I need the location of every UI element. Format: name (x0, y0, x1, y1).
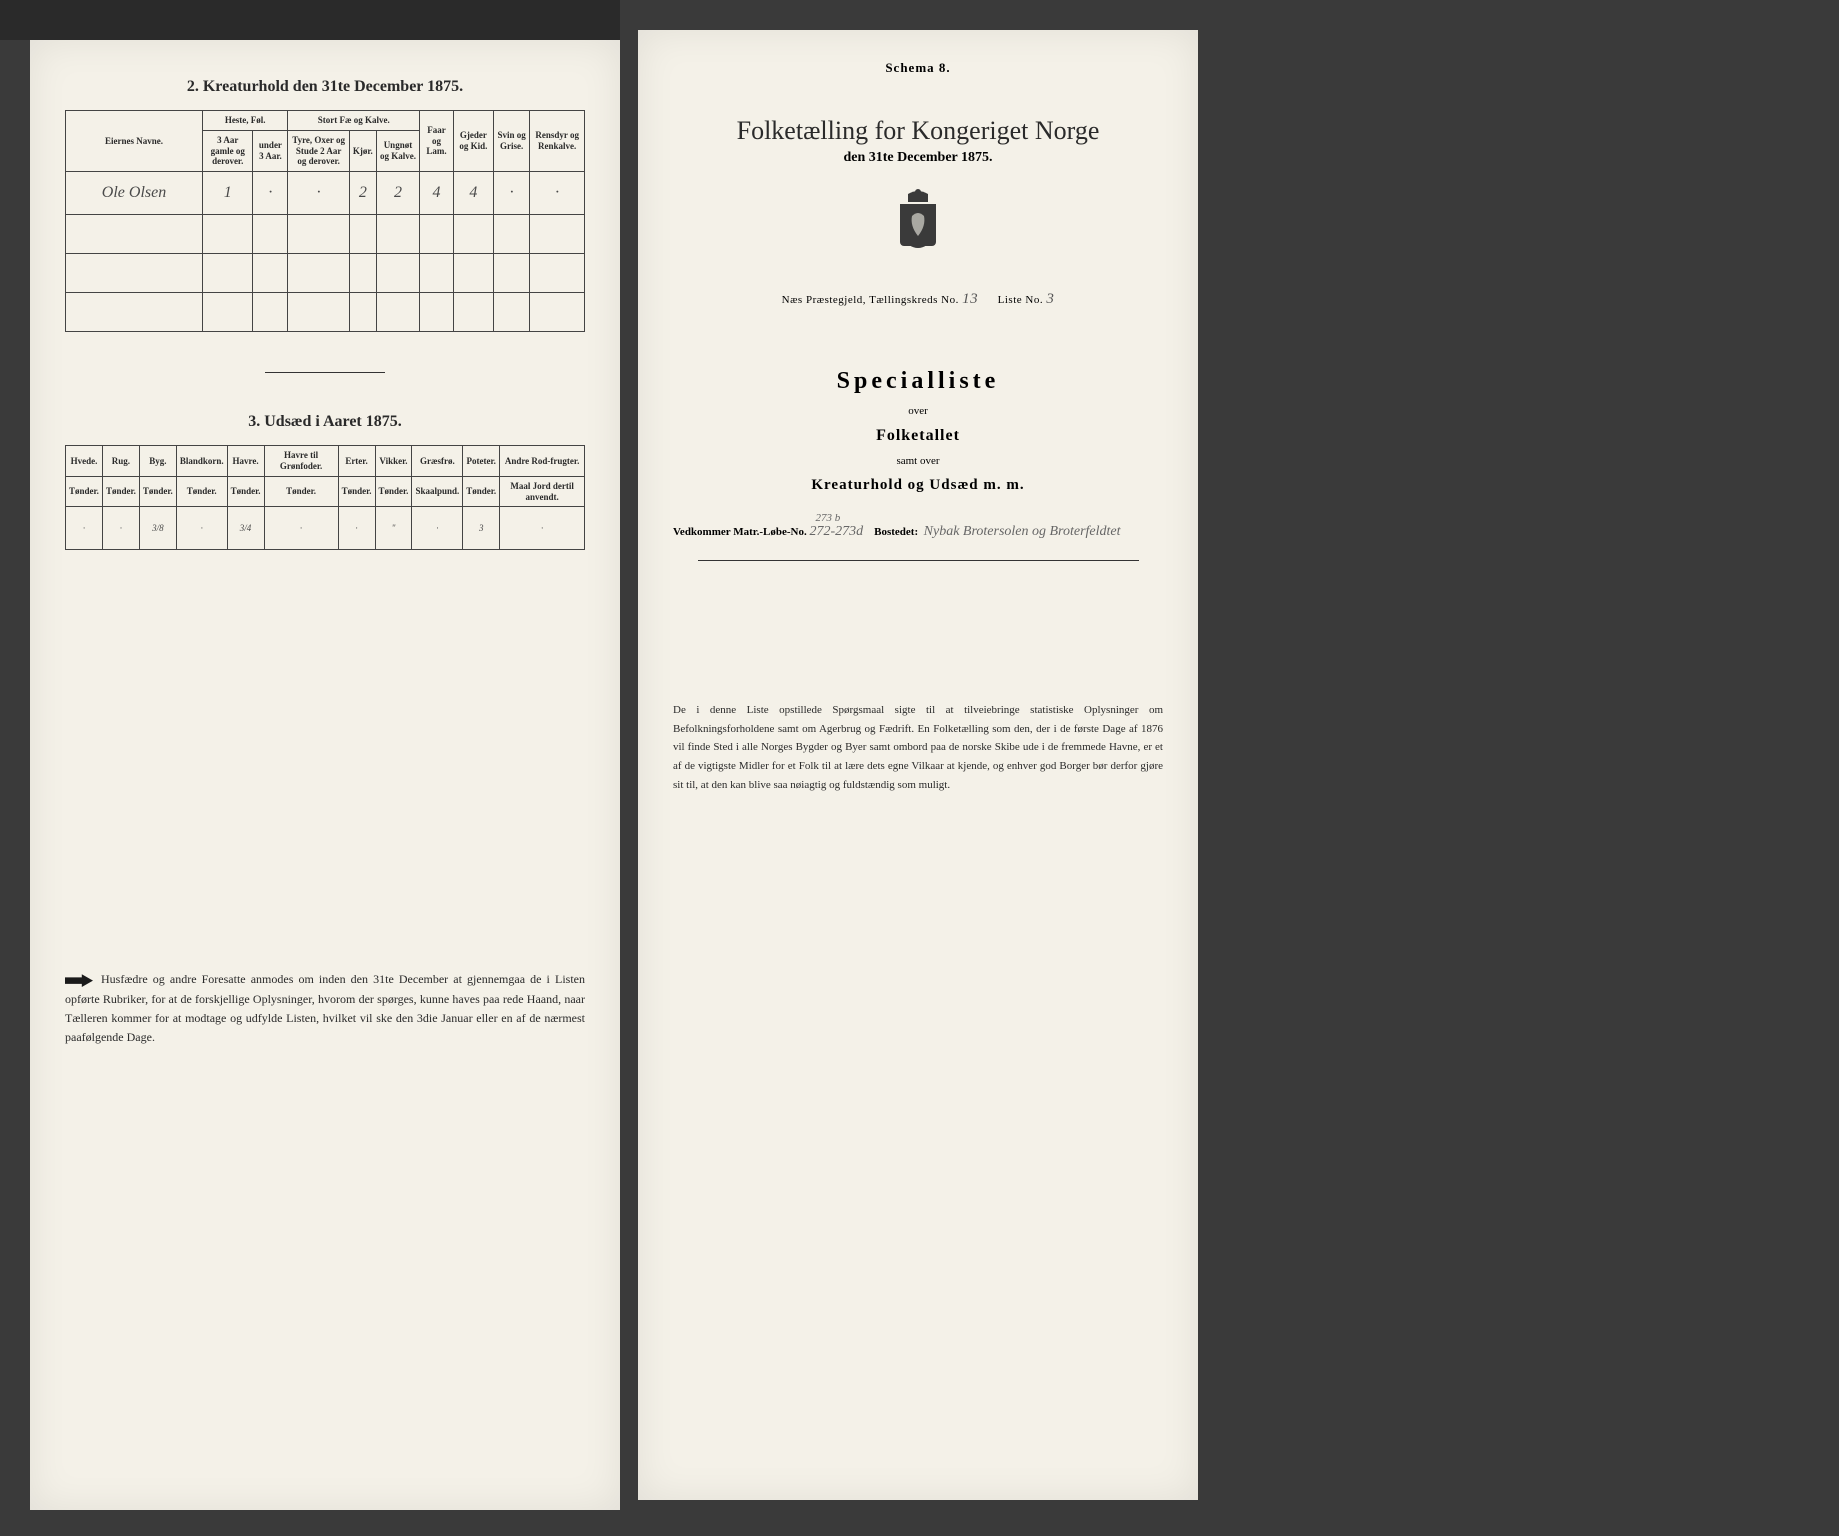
section3-title: 3. Udsæd i Aaret 1875. (65, 413, 585, 431)
cell-stor-c: 2 (376, 172, 419, 215)
col-byg: Byg. (139, 446, 176, 477)
vedkom-line: Vedkommer Matr.-Løbe-No. 273 b 272-273d … (673, 524, 1163, 540)
cell-stor-b: 2 (349, 172, 376, 215)
samt-label: samt over (673, 455, 1163, 467)
meta-line: Næs Præstegjeld, Tællingskreds No. 13 Li… (673, 291, 1163, 308)
coat-of-arms-icon (888, 186, 948, 261)
col-svin: Svin og Grise. (493, 111, 529, 172)
right-footer-text: De i denne Liste opstillede Spørgsmaal s… (673, 701, 1163, 794)
col-poteter: Poteter. (463, 446, 500, 477)
col-vikker: Vikker. (375, 446, 412, 477)
col-stor-a: Tyre, Oxer og Stude 2 Aar og derover. (288, 130, 349, 171)
cell-erter: · (338, 507, 375, 550)
vedkom-over: 273 b (815, 512, 840, 524)
cell-owner: Ole Olsen (66, 172, 203, 215)
cell-vikker: " (375, 507, 412, 550)
pointing-hand-icon (65, 973, 93, 989)
col-hvede: Hvede. (66, 446, 103, 477)
over-label: over (673, 405, 1163, 417)
seed-table: Hvede. Rug. Byg. Blandkorn. Havre. Havre… (65, 445, 585, 550)
col-stor-c: Ungnøt og Kalve. (376, 130, 419, 171)
col-faar: Faar og Lam. (420, 111, 454, 172)
kreatur-line: Kreaturhold og Udsæd m. m. (673, 477, 1163, 494)
table-row: · · 3/8 · 3/4 · · " · 3 · (66, 507, 585, 550)
table-row (66, 215, 585, 254)
vedkom-label: Vedkommer Matr.-Løbe-No. (673, 526, 807, 538)
table-row (66, 293, 585, 332)
table-row (66, 254, 585, 293)
unit: Tønder. (102, 476, 139, 507)
footer-text: Husfædre og andre Foresatte anmodes om i… (65, 972, 585, 1044)
meta-prefix: Næs Præstegjeld, Tællingskreds No. (782, 294, 959, 306)
unit: Tønder. (264, 476, 338, 507)
folketallet-label: Folketallet (673, 427, 1163, 445)
section2-title: 2. Kreaturhold den 31te December 1875. (65, 78, 585, 96)
unit: Maal Jord dertil anvendt. (500, 476, 585, 507)
main-subtitle: den 31te December 1875. (673, 150, 1163, 166)
vedkom-no: 272-273d (809, 524, 863, 539)
grp-storfae: Stort Fæ og Kalve. (288, 111, 420, 131)
cell-blandkorn: · (176, 507, 227, 550)
cell-hvede: · (66, 507, 103, 550)
livestock-table-head: Eiernes Navne. Heste, Føl. Stort Fæ og K… (66, 111, 585, 172)
livestock-table: Eiernes Navne. Heste, Føl. Stort Fæ og K… (65, 110, 585, 332)
cell-havre: 3/4 (227, 507, 264, 550)
table-row: Ole Olsen 1 · · 2 2 4 4 · · (66, 172, 585, 215)
unit: Tønder. (375, 476, 412, 507)
cell-heste-b: · (253, 172, 288, 215)
col-blandkorn: Blandkorn. (176, 446, 227, 477)
left-footer-note: Husfædre og andre Foresatte anmodes om i… (65, 970, 585, 1047)
unit: Tønder. (227, 476, 264, 507)
col-graes: Græsfrø. (412, 446, 463, 477)
col-andre: Andre Rod-frugter. (500, 446, 585, 477)
cell-rug: · (102, 507, 139, 550)
col-ren: Rensdyr og Renkalve. (530, 111, 585, 172)
cell-ren: · (530, 172, 585, 215)
cell-gjeder: 4 (453, 172, 493, 215)
unit: Tønder. (176, 476, 227, 507)
meta-kreds: 13 (962, 291, 978, 307)
col-heste-a: 3 Aar gamle og derover. (203, 130, 253, 171)
main-title: Folketælling for Kongeriget Norge (673, 116, 1163, 146)
unit: Tønder. (66, 476, 103, 507)
col-havre-gron: Havre til Grønfoder. (264, 446, 338, 477)
cell-byg: 3/8 (139, 507, 176, 550)
scan-dark-edge (0, 0, 620, 40)
col-erter: Erter. (338, 446, 375, 477)
cell-svin: · (493, 172, 529, 215)
grp-heste: Heste, Føl. (203, 111, 288, 131)
bostedet-label: Bostedet: (874, 526, 918, 538)
bostedet: Nybak Brotersolen og Broterfeldtet (924, 524, 1121, 539)
cell-poteter: 3 (463, 507, 500, 550)
unit: Tønder. (338, 476, 375, 507)
schema-label: Schema 8. (673, 60, 1163, 76)
right-page: Schema 8. Folketælling for Kongeriget No… (638, 30, 1198, 1500)
cell-stor-a: · (288, 172, 349, 215)
col-heste-b: under 3 Aar. (253, 130, 288, 171)
unit: Skaalpund. (412, 476, 463, 507)
cell-graes: · (412, 507, 463, 550)
left-page: 2. Kreaturhold den 31te December 1875. E… (30, 40, 620, 1510)
unit: Tønder. (463, 476, 500, 507)
meta-liste: 3 (1046, 291, 1054, 307)
cell-faar: 4 (420, 172, 454, 215)
col-rug: Rug. (102, 446, 139, 477)
cell-havre-gron: · (264, 507, 338, 550)
divider (265, 372, 385, 373)
meta-liste-label: Liste No. (998, 294, 1043, 306)
cell-heste-a: 1 (203, 172, 253, 215)
cell-andre: · (500, 507, 585, 550)
col-owner: Eiernes Navne. (66, 111, 203, 172)
divider (698, 560, 1139, 561)
col-havre: Havre. (227, 446, 264, 477)
unit: Tønder. (139, 476, 176, 507)
col-stor-b: Kjør. (349, 130, 376, 171)
col-gjeder: Gjeder og Kid. (453, 111, 493, 172)
specialliste-title: Specialliste (673, 368, 1163, 395)
